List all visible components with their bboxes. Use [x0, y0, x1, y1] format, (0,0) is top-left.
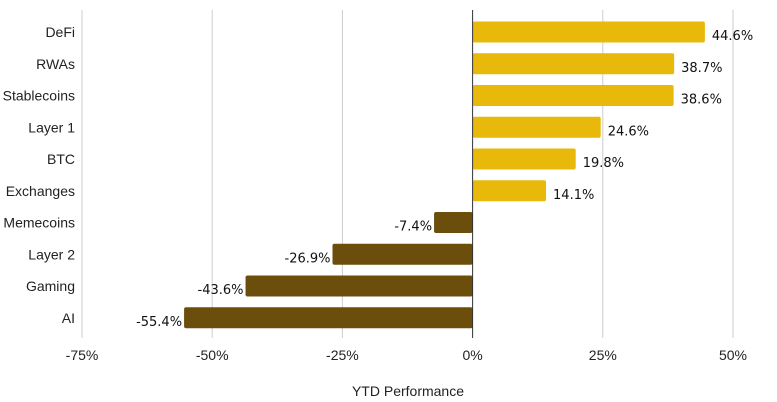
value-label: -26.9% [285, 251, 331, 266]
category-label: Exchanges [6, 183, 75, 199]
bar [472, 116, 601, 138]
bar [332, 243, 473, 265]
bar [472, 21, 705, 43]
x-tick-label: 50% [719, 347, 747, 363]
value-label: 24.6% [608, 124, 649, 139]
bar [472, 53, 675, 75]
category-label: BTC [47, 151, 75, 167]
x-tick-label: -75% [66, 347, 99, 363]
value-label: 19.8% [583, 156, 624, 171]
bar [184, 307, 473, 329]
bar [434, 212, 473, 233]
category-label: DeFi [45, 24, 75, 40]
x-tick-label: 25% [589, 347, 617, 363]
x-axis-title: YTD Performance [352, 383, 464, 399]
x-tick-label: -50% [196, 347, 229, 363]
x-tick-labels: -75% -50% -25% 0% 25% 50% [66, 347, 747, 363]
category-label: Stablecoins [3, 88, 75, 104]
bar [472, 180, 547, 202]
value-label: 44.6% [712, 29, 753, 44]
category-label: Layer 1 [28, 119, 75, 135]
bar [245, 275, 473, 297]
category-label: AI [62, 310, 75, 326]
bar [472, 85, 674, 106]
value-label: 14.1% [553, 188, 594, 203]
value-label: 38.6% [681, 93, 722, 108]
value-label: -7.4% [394, 220, 432, 235]
x-tick-label: 0% [462, 347, 482, 363]
value-label: -55.4% [136, 315, 182, 330]
bars [184, 21, 705, 329]
category-label: Memecoins [3, 215, 75, 231]
category-label: Gaming [26, 278, 75, 294]
category-labels: DeFi RWAs Stablecoins Layer 1 BTC Exchanges Me… [3, 24, 76, 326]
value-label: -43.6% [198, 283, 244, 298]
category-label: Layer 2 [28, 246, 75, 262]
category-label: RWAs [36, 56, 75, 72]
value-label: 38.7% [681, 61, 722, 76]
bar [472, 148, 576, 170]
value-labels: 44.6% 38.7% 38.6% 24.6% 19.8% 14.1% -7.4% -26.9… [136, 29, 753, 330]
x-tick-label: -25% [326, 347, 359, 363]
